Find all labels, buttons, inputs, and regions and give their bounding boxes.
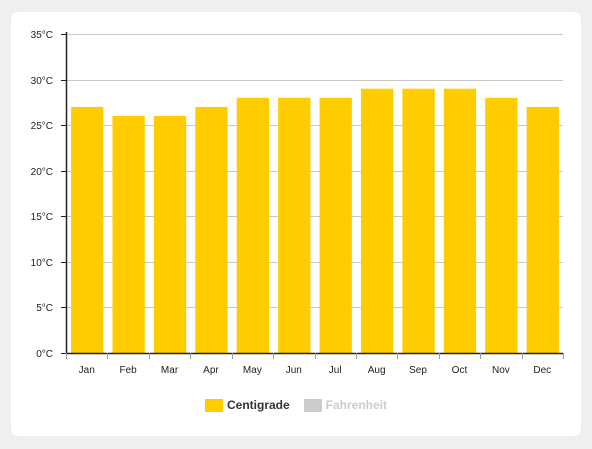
y-tick-label: 35°C xyxy=(31,30,53,41)
y-tick-label: 10°C xyxy=(31,258,53,269)
y-tick-label: 15°C xyxy=(31,212,53,223)
x-tick-label: Feb xyxy=(120,365,138,376)
x-tick-label: Nov xyxy=(492,365,510,376)
bar-may[interactable] xyxy=(236,97,270,353)
legend: Centigrade Fahrenheit xyxy=(0,398,592,412)
x-tick-label: Apr xyxy=(203,365,219,376)
bar-dec[interactable] xyxy=(526,106,559,354)
y-tick-label: 25°C xyxy=(31,121,53,132)
x-tick-label: Jun xyxy=(286,365,302,376)
legend-item-centigrade[interactable]: Centigrade xyxy=(204,398,290,412)
bar-aug[interactable] xyxy=(360,88,394,353)
x-tick-label: May xyxy=(243,365,262,376)
bar-oct[interactable] xyxy=(443,88,477,353)
x-tick-label: Oct xyxy=(452,365,468,376)
x-tick-label: Dec xyxy=(533,365,551,376)
y-tick-label: 5°C xyxy=(36,303,53,314)
axes xyxy=(61,32,564,359)
bar-mar[interactable] xyxy=(153,116,187,354)
x-tick-label: Sep xyxy=(409,365,427,376)
bar-feb[interactable] xyxy=(112,116,145,354)
x-tick-label: Aug xyxy=(368,365,386,376)
bar-sep[interactable] xyxy=(402,88,435,353)
legend-label-centigrade: Centigrade xyxy=(226,398,290,412)
x-tick-label: Jul xyxy=(329,365,342,376)
bar-jul[interactable] xyxy=(319,97,352,353)
legend-swatch-centigrade xyxy=(204,398,223,412)
legend-label-fahrenheit: Fahrenheit xyxy=(325,398,388,412)
y-tick-label: 0°C xyxy=(36,349,53,360)
legend-item-fahrenheit[interactable]: Fahrenheit xyxy=(303,398,388,412)
x-tick-label: Jan xyxy=(79,365,95,376)
bar-jun[interactable] xyxy=(278,97,311,353)
y-tick-label: 30°C xyxy=(31,76,53,87)
bars xyxy=(71,88,559,354)
bar-jan[interactable] xyxy=(71,106,104,354)
bar-apr[interactable] xyxy=(195,106,228,354)
x-tick-label: Mar xyxy=(161,365,179,376)
bar-nov[interactable] xyxy=(485,97,518,353)
tick-labels: 0°C 5°C 10°C 15°C 20°C 25°C 30°C 35°C Jan Feb Mar A… xyxy=(31,30,552,376)
legend-swatch-fahrenheit xyxy=(303,398,322,412)
grid-lines xyxy=(66,34,563,308)
y-tick-label: 20°C xyxy=(31,167,53,178)
